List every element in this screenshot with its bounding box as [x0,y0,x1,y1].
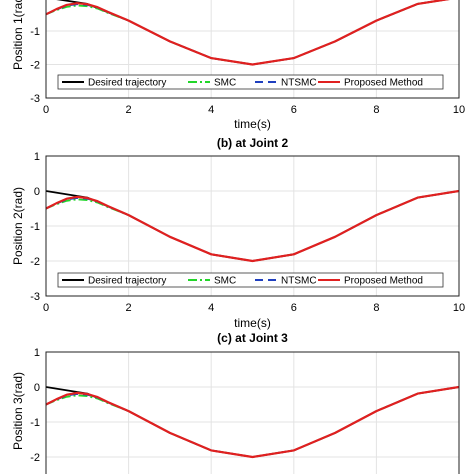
x-tick-label: 6 [291,302,297,314]
x-tick-label: 4 [208,104,214,116]
y-tick-label: 0 [34,186,40,198]
legend-label: NTSMC [281,276,317,287]
chart-panel-3: 1 0 -1 -2 Position 3(rad) (c) at Joint 3 [11,331,460,474]
y-tick-label: 0 [34,382,40,394]
x-axis-label: time(s) [234,316,271,330]
x-tick-label: 0 [43,104,49,116]
legend: Desired trajectory SMC NTSMC Proposed Metho… [57,74,444,90]
y-tick-label: -3 [30,93,40,105]
y-tick-label: -2 [30,256,40,268]
series-group [46,189,459,263]
series-line-proposed-method [46,189,459,263]
y-tick-label: 1 [34,347,40,359]
x-tick-label: 0 [43,302,49,314]
series-line-proposed-method [46,385,459,459]
legend-label: Proposed Method [344,276,423,287]
y-tick-label: -3 [30,291,40,303]
y-tick-label: -1 [30,417,40,429]
x-tick-label: 6 [291,104,297,116]
x-tick-label: 8 [373,104,379,116]
y-axis-label: Position 1(rad) [11,0,25,70]
series-group [46,0,451,66]
chart-panel-1: -1 -2 -30 2 4 6 8 10 Position 1(rad) time(s) Desir… [11,0,465,131]
y-axis-label: Position 3(rad) [11,372,25,450]
legend-box [57,272,444,288]
y-tick-label: 1 [34,151,40,163]
x-tick-label: 8 [373,302,379,314]
x-tick-label: 2 [126,104,132,116]
series-line-proposed-method [46,0,451,66]
legend-label: NTSMC [281,78,317,89]
legend-label: Desired trajectory [88,276,166,287]
legend-label: SMC [214,78,236,89]
plot-area [46,352,459,474]
legend-label: Proposed Method [344,78,423,89]
y-tick-label: -1 [30,26,40,38]
series-group [46,385,459,459]
x-tick-label: 4 [208,302,214,314]
axes-frame [45,155,460,297]
x-tick-label: 2 [126,302,132,314]
axes-frame [45,0,460,99]
legend-label: SMC [214,276,236,287]
y-tick-label: -2 [30,452,40,464]
y-axis-label: Position 2(rad) [11,187,25,265]
chart-title: (c) at Joint 3 [217,331,288,345]
legend-box [57,74,444,90]
y-tick-label: -1 [30,221,40,233]
x-axis-label: time(s) [234,117,271,131]
chart-title: (b) at Joint 2 [217,136,289,150]
legend-label: Desired trajectory [88,78,166,89]
y-tick-label: -2 [30,60,40,72]
axes-frame [45,351,460,474]
legend: Desired trajectory SMC NTSMC Proposed Metho… [57,272,444,288]
x-tick-label: 10 [453,104,465,116]
x-tick-label: 10 [453,302,465,314]
